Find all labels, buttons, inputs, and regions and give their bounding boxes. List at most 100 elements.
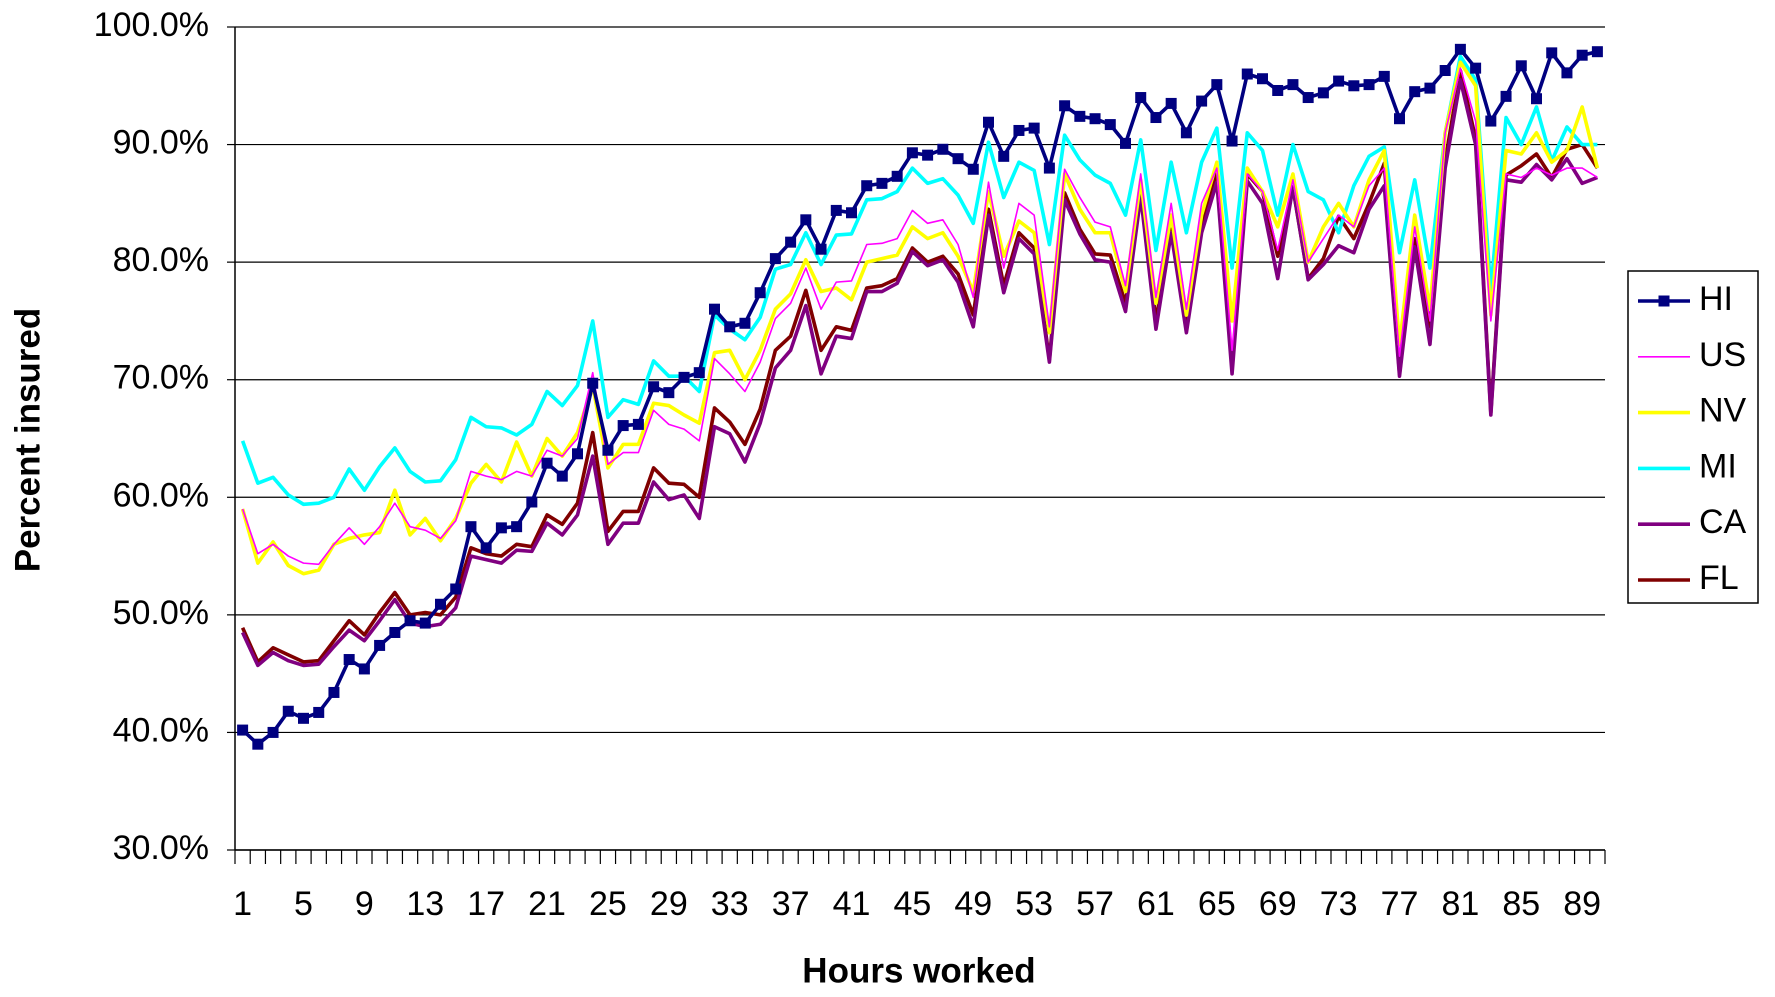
data-point [648,381,660,393]
series [237,43,1603,750]
data-point [1439,65,1451,77]
data-point [967,163,979,175]
x-tick-label: 85 [1502,885,1540,923]
data-point [389,626,401,638]
data-point [1089,113,1101,125]
data-point [1211,79,1223,91]
data-point [495,522,507,534]
data-point [739,317,751,329]
x-tick-label: 53 [1015,885,1053,923]
data-point [846,207,857,219]
data-point [556,470,568,482]
data-point [343,654,355,666]
data-point [693,367,705,379]
data-point [252,738,264,750]
data-point [313,706,325,718]
data-point [1287,79,1299,91]
data-point [663,387,675,399]
data-point [1135,92,1147,104]
data-point [572,448,583,460]
data-point [1196,95,1208,107]
x-tick-label: 65 [1198,885,1236,923]
series [240,54,1598,507]
x-tick-label: 61 [1137,885,1175,923]
data-point [511,521,523,533]
x-tick-label: 49 [954,885,992,923]
data-point [1531,93,1542,105]
data-point [1272,84,1284,96]
data-point [800,214,812,226]
data-point [769,253,781,265]
legend-label: MI [1699,447,1737,485]
data-point [419,617,431,629]
x-tick-label: 5 [294,885,313,923]
data-point [526,496,538,508]
data-point [1470,62,1482,74]
data-point [602,444,614,456]
x-tick-label: 77 [1381,885,1419,923]
y-tick-label: 30.0% [113,829,209,867]
x-tick-label: 69 [1259,885,1297,923]
series [240,78,1599,668]
data-point [1378,70,1390,82]
data-point [1043,162,1055,174]
data-point [267,726,279,738]
data-point [1546,47,1558,59]
data-point [465,521,477,533]
series-line [240,60,1600,576]
series [241,67,1598,566]
x-tick-label: 25 [589,885,627,923]
series [240,60,1600,576]
data-point [298,712,309,724]
y-tick-label: 80.0% [113,241,209,279]
data-point [906,147,918,159]
y-tick-label: 60.0% [113,476,209,514]
y-tick-label: 40.0% [113,711,209,749]
data-point [450,583,462,595]
data-point [1333,75,1345,87]
data-point [404,615,416,627]
data-point [1180,127,1192,139]
x-tick-label: 89 [1563,885,1601,923]
data-point [891,170,903,182]
x-tick-label: 13 [406,885,444,923]
data-point [1028,122,1040,134]
x-tick-label: 41 [833,885,871,923]
data-point [1561,67,1573,79]
data-point [1409,86,1421,98]
data-point [1394,113,1405,125]
data-point [1454,43,1466,55]
data-point [1150,112,1162,124]
data-point [1576,49,1588,61]
data-point [1165,97,1177,109]
data-point [678,371,690,383]
data-point [1104,119,1116,131]
data-point [1074,110,1086,122]
data-point [861,180,873,192]
x-tick-label: 37 [772,885,810,923]
data-point [983,116,994,128]
legend-label: NV [1699,392,1747,430]
legend-label: HI [1699,280,1733,318]
data-point [480,542,492,554]
y-tick-label: 50.0% [113,594,209,632]
legend: HI US NV MI CA FL [1627,270,1759,604]
data-point [617,420,629,432]
data-point [1059,100,1071,112]
data-point [1348,80,1360,92]
legend-label: CA [1699,503,1747,541]
series-line [240,68,1599,664]
data-point [1485,115,1497,127]
series [240,68,1599,664]
data-point [1257,73,1268,85]
x-tick-label: 1 [233,885,252,923]
legend-label: FL [1699,559,1739,597]
x-axis-title: Hours worked [802,951,1035,990]
x-tick-label: 9 [355,885,374,923]
x-tick-label: 33 [711,885,749,923]
x-tick-label: 21 [528,885,566,923]
data-point [998,150,1010,162]
data-point [328,686,340,698]
data-point [937,143,949,155]
series-line [241,47,1598,746]
